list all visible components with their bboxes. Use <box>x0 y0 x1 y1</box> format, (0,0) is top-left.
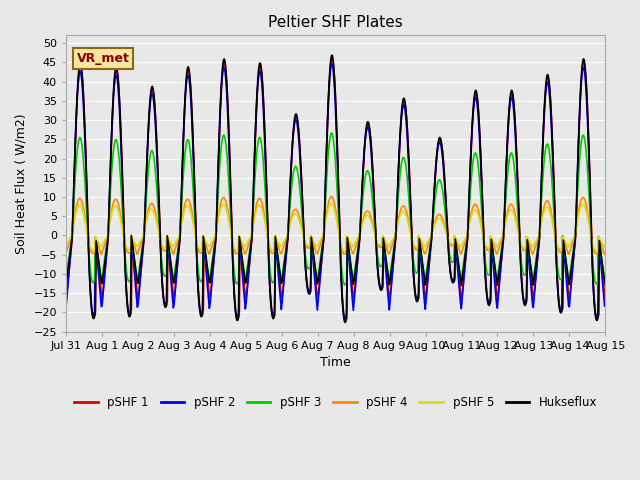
pSHF 2 <box>62 303 70 309</box>
Text: VR_met: VR_met <box>77 52 130 65</box>
pSHF 5 <box>182 204 190 210</box>
pSHF 3 <box>182 142 190 148</box>
pSHF 1 <box>328 56 336 61</box>
pSHF 1 <box>62 298 70 304</box>
pSHF 2 <box>602 303 609 309</box>
pSHF 4 <box>602 250 609 255</box>
Hukseflux <box>211 245 218 251</box>
pSHF 4 <box>62 250 70 255</box>
pSHF 5 <box>72 210 79 216</box>
Hukseflux <box>62 281 70 287</box>
pSHF 2 <box>328 61 335 67</box>
pSHF 3 <box>328 130 335 136</box>
pSHF 4 <box>328 194 335 200</box>
X-axis label: Time: Time <box>321 356 351 369</box>
pSHF 1 <box>602 298 609 304</box>
pSHF 5 <box>211 234 218 240</box>
pSHF 4 <box>72 206 79 212</box>
pSHF 4 <box>419 244 426 250</box>
pSHF 1 <box>211 251 218 256</box>
pSHF 4 <box>183 197 191 203</box>
pSHF 4 <box>211 233 219 239</box>
Hukseflux <box>328 52 335 58</box>
pSHF 5 <box>602 242 609 248</box>
Hukseflux <box>72 123 79 129</box>
Line: Hukseflux: Hukseflux <box>66 55 605 323</box>
Line: pSHF 5: pSHF 5 <box>66 204 605 251</box>
pSHF 2 <box>72 124 79 130</box>
pSHF 3 <box>211 241 218 247</box>
pSHF 2 <box>419 274 426 280</box>
pSHF 3 <box>419 260 426 265</box>
Y-axis label: Soil Heat Flux ( W/m2): Soil Heat Flux ( W/m2) <box>15 113 28 254</box>
Legend: pSHF 1, pSHF 2, pSHF 3, pSHF 4, pSHF 5, Hukseflux: pSHF 1, pSHF 2, pSHF 3, pSHF 4, pSHF 5, … <box>69 391 602 413</box>
pSHF 1 <box>72 130 79 136</box>
Line: pSHF 3: pSHF 3 <box>66 133 605 285</box>
pSHF 5 <box>403 214 410 220</box>
pSHF 1 <box>419 265 426 271</box>
pSHF 5 <box>419 240 426 246</box>
pSHF 3 <box>602 275 609 281</box>
Line: pSHF 4: pSHF 4 <box>66 197 605 255</box>
pSHF 2 <box>182 83 190 89</box>
pSHF 4 <box>128 237 136 242</box>
pSHF 1 <box>127 307 135 313</box>
pSHF 1 <box>341 318 349 324</box>
pSHF 5 <box>62 242 70 248</box>
Hukseflux <box>341 320 349 325</box>
pSHF 3 <box>341 282 349 288</box>
Hukseflux <box>403 115 410 121</box>
Hukseflux <box>419 259 426 264</box>
Hukseflux <box>182 78 190 84</box>
pSHF 2 <box>127 235 135 240</box>
Line: pSHF 2: pSHF 2 <box>66 64 605 318</box>
pSHF 3 <box>62 275 70 281</box>
pSHF 4 <box>97 252 105 258</box>
pSHF 2 <box>341 315 349 321</box>
Title: Peltier SHF Plates: Peltier SHF Plates <box>268 15 403 30</box>
pSHF 3 <box>72 165 79 171</box>
pSHF 5 <box>340 248 348 254</box>
pSHF 5 <box>127 234 135 240</box>
Hukseflux <box>602 281 609 287</box>
pSHF 3 <box>127 235 135 241</box>
pSHF 2 <box>403 123 410 129</box>
Hukseflux <box>127 233 135 239</box>
pSHF 5 <box>328 201 335 206</box>
pSHF 1 <box>182 83 190 89</box>
pSHF 1 <box>403 115 410 121</box>
pSHF 3 <box>403 169 410 175</box>
pSHF 4 <box>403 209 410 215</box>
Line: pSHF 1: pSHF 1 <box>66 59 605 321</box>
pSHF 2 <box>211 249 218 255</box>
